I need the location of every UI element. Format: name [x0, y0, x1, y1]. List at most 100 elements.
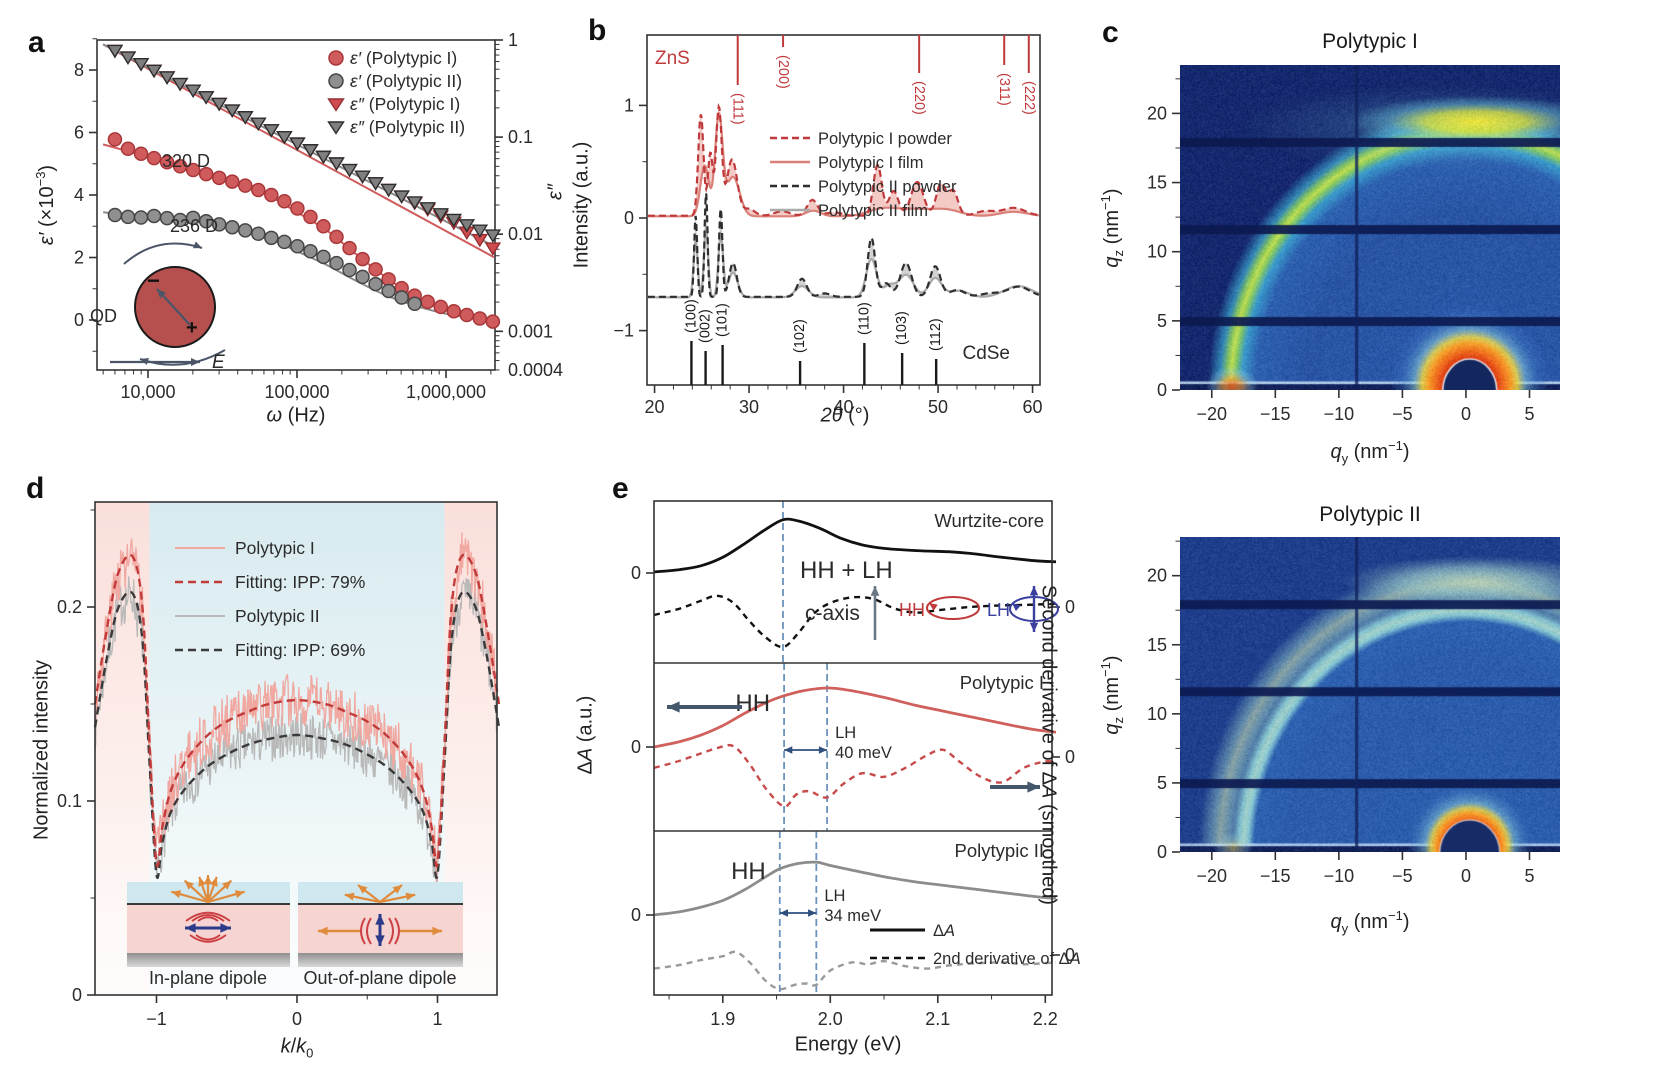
out-of-plane-dipole-label: Out-of-plane dipole: [303, 968, 456, 988]
d-legend-label: Polytypic I: [235, 538, 315, 558]
b-y-axis-label: Intensity (a.u.): [570, 141, 593, 269]
panel-e-annotations: Wurtzite-core Polytypic I Polytypic II HH +…: [667, 510, 1059, 925]
panel-c-letter: c: [1102, 16, 1119, 49]
e-x-tick: 1.9: [710, 1009, 735, 1029]
cdse-reference: (100)(002) (101) (102) (110) (103) (112) CdSe: [683, 299, 1010, 385]
d-x-tick: 0: [292, 1009, 302, 1029]
cdse-hkl-label: (101): [715, 303, 731, 337]
c-x-tick: −10: [1324, 866, 1355, 886]
c-x-tick: −10: [1324, 404, 1355, 424]
qd-inset: − + QD E: [90, 241, 226, 373]
panel-b-legend: Polytypic I powder Polytypic I film Polyty…: [770, 130, 957, 220]
a-y2-tick: 1: [508, 30, 518, 50]
d-x-tick: 1: [432, 1009, 442, 1029]
panel-d-ticks: 0 0.1 0.2 −1 0 1: [57, 501, 498, 1029]
e-lh-label: LH: [824, 887, 845, 905]
cdse-hkl-label: (100): [683, 299, 699, 333]
e-subpanel-label: Polytypic I: [960, 672, 1044, 693]
a-y-tick: 4: [74, 185, 84, 205]
panel-c2-axes: 0 5 10 15 20 −20 −15 −10 −5 0 5: [1147, 540, 1535, 886]
b-x-tick: 30: [739, 397, 759, 417]
zns-label: ZnS: [655, 48, 690, 69]
c-y-tick: 0: [1157, 842, 1167, 862]
panel-e-chart: 1.9 2.0 2.1 2.2 0 0 0 0 0 0 Wurtzite-core Polytypic…: [631, 500, 1081, 1029]
c-x-tick: −15: [1260, 404, 1291, 424]
c-axes: 0 5 10 15 20 −20 −15 −10 −5 0 5: [1147, 78, 1535, 424]
c-y-tick: 15: [1147, 635, 1167, 655]
e-solid-1: [653, 686, 1057, 749]
a-y-tick: 0: [74, 310, 84, 330]
e-x-tick: 2.2: [1033, 1009, 1058, 1029]
panel-d-chart: In-plane dipole Out-of-plane dipole 0 0.1 0.…: [57, 501, 501, 1029]
e-dash-2: [653, 950, 1057, 991]
lh-icon-label: LH: [987, 600, 1010, 620]
a-legend-label: ε′ (Polytypic I): [350, 48, 457, 68]
e-legend-label: ΔA: [933, 922, 955, 940]
panel-d-letter: d: [26, 472, 45, 505]
b-x-tick: 20: [645, 397, 665, 417]
b-x-axis-label: 2θ (°): [820, 404, 870, 427]
b-y-tick: −1: [613, 321, 634, 341]
e-y-zero: 0: [631, 563, 641, 583]
e-x-tick: 2.0: [818, 1009, 843, 1029]
d-legend-label: Fitting: IPP: 79%: [235, 572, 365, 592]
polytypic-1-powder: [647, 102, 1040, 217]
e-y-zero: 0: [631, 905, 641, 925]
cdse-hkl-label: (110): [856, 302, 872, 335]
e-x-tick: 2.1: [925, 1009, 950, 1029]
dipole-inset: In-plane dipole Out-of-plane dipole: [127, 875, 463, 988]
c-y-tick: 10: [1147, 242, 1167, 262]
c-x-tick: 0: [1461, 866, 1471, 886]
panel-b-chart: ZnS(111)(200)(220) (311) (222)(100)(002) (1…: [613, 34, 1043, 417]
cdse-hkl-label: (102): [792, 319, 808, 353]
c-x-tick: 5: [1524, 404, 1534, 424]
e-field-label: E: [212, 352, 225, 373]
e-solid-2: [653, 860, 1057, 917]
e-dash-0: [653, 594, 1057, 649]
c-x-tick: 5: [1524, 866, 1534, 886]
qd-plus: +: [186, 317, 198, 339]
qd-minus: −: [147, 268, 160, 293]
e-legend-label: 2nd derivative of ΔA: [933, 950, 1081, 968]
panel-e-frame: 1.9 2.0 2.1 2.2 0 0 0 0 0 0: [631, 500, 1075, 1029]
a-x-tick: 10,000: [120, 382, 175, 402]
hh-lh-label: HH + LH: [800, 557, 893, 584]
e-y2-zero: 0: [1065, 597, 1075, 617]
e-subpanel-label: Polytypic II: [955, 840, 1044, 861]
d-y-tick: 0.2: [57, 597, 82, 617]
panel-b-ticks: 20 30 40 50 60 1 0 −1: [613, 95, 1042, 417]
e-x-axis-label: Energy (eV): [794, 1033, 902, 1056]
c-y-tick: 20: [1147, 566, 1167, 586]
b-legend-label: Polytypic II film: [818, 202, 928, 220]
fit-ipp-79: [93, 553, 501, 868]
a-legend-label: ε″ (Polytypic I): [350, 94, 460, 114]
d-y-tick: 0.1: [57, 791, 82, 811]
e-hh-label: HH: [735, 690, 770, 717]
b-legend-label: Polytypic I powder: [818, 130, 952, 148]
zns-hkl-label: (220): [911, 81, 927, 115]
c-x-tick: −15: [1260, 866, 1291, 886]
cdse-label: CdSe: [962, 343, 1010, 364]
e-split-label: 34 meV: [824, 907, 881, 925]
b-legend-label: Polytypic II powder: [818, 178, 957, 196]
panel-e-letter: e: [612, 472, 629, 505]
panel-e-curves: [653, 517, 1057, 991]
a-y2-tick: 0.0004: [508, 360, 563, 380]
a-legend-label: ε′ (Polytypic II): [350, 71, 462, 91]
c2-y-axis-label: qz (nm−1): [1098, 655, 1126, 735]
a-y2-tick: 0.001: [508, 321, 553, 341]
polytypic-1-trace: [94, 532, 498, 882]
b-y-tick: 1: [624, 95, 634, 115]
polytypic-2-film: [647, 227, 1040, 299]
e-split-label: 40 meV: [835, 744, 892, 762]
c-y-tick: 15: [1147, 173, 1167, 193]
b-x-tick: 50: [928, 397, 948, 417]
a-x-tick: 100,000: [264, 382, 329, 402]
panel-a-legend: ε′ (Polytypic I) ε′ (Polytypic II) ε″ (Pol…: [327, 48, 465, 137]
c1-x-axis-label: qy (nm−1): [1330, 438, 1410, 466]
c-axes: 0 5 10 15 20 −20 −15 −10 −5 0 5: [1147, 540, 1535, 886]
b-x-tick: 60: [1023, 397, 1043, 417]
giwaxs-image-polytypic-2: [1180, 537, 1560, 852]
d-x-axis-label: k/k0: [280, 1035, 314, 1061]
panel-b-letter: b: [588, 14, 607, 47]
